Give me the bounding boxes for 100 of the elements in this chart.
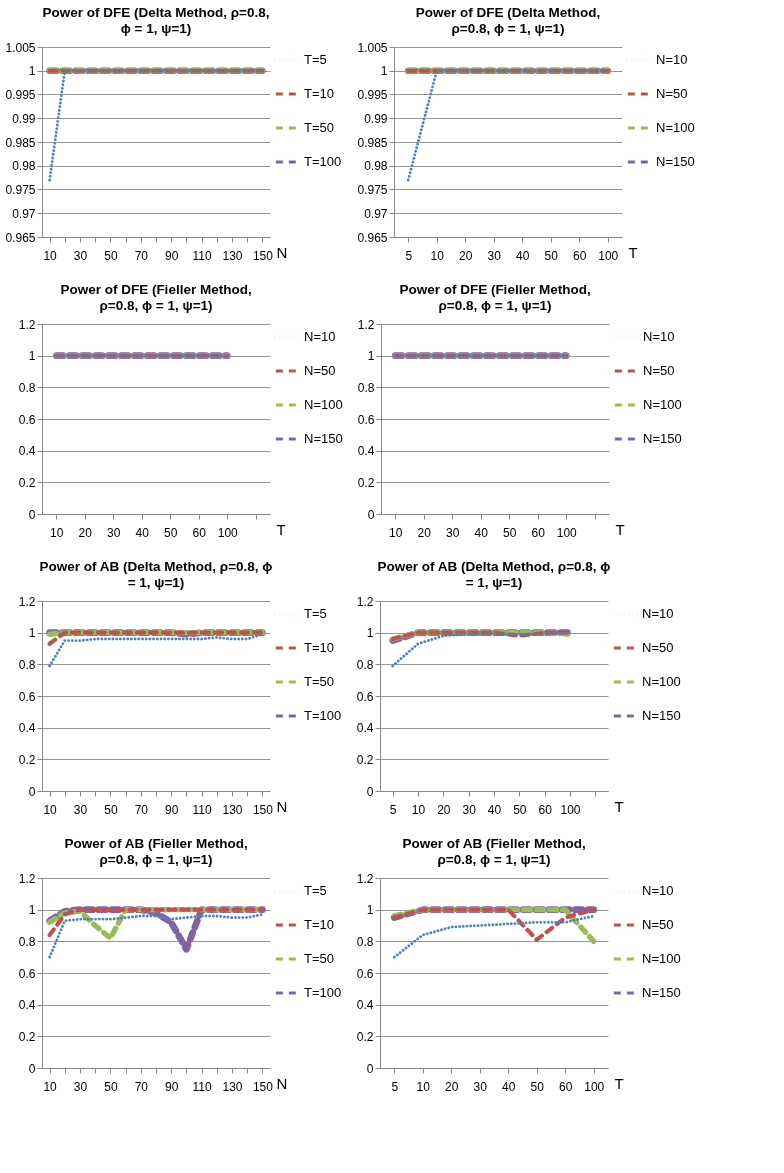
x-tick-label: 30 [473,1079,488,1094]
x-tick-label: 70 [134,1079,149,1094]
y-tick-label: 1.2 [18,317,36,332]
y-tick-label: 0.2 [356,752,374,767]
legend-label: T=10 [304,86,334,101]
y-tick-label: 1.2 [18,871,36,886]
x-tick-label: 150 [252,1079,274,1094]
x-tick-label: 30 [73,802,88,817]
legend-label: T=5 [304,883,327,898]
legend-label: N=50 [656,86,688,101]
x-tick-label: 60 [192,525,207,540]
x-tick-label: 5 [389,802,397,817]
x-axis-title: N [276,1074,288,1092]
x-tick-label: 150 [252,248,274,263]
line-series [392,914,596,959]
y-tick-label: 1.005 [5,40,36,55]
y-tick-label: 0.99 [12,111,36,126]
x-tick-label: 130 [222,248,243,263]
y-tick-label: 1 [366,903,374,918]
y-tick-label: 0.97 [12,206,36,221]
legend-label: T=5 [304,606,327,621]
x-tick-label: 20 [459,248,473,263]
y-tick-label: 1 [380,64,388,79]
y-tick-label: 1 [28,626,36,641]
x-tick-label: 10 [416,1079,431,1094]
y-tick-label: 0.2 [18,1029,36,1044]
x-tick-label: 20 [437,802,451,817]
y-tick-label: 0.2 [357,475,375,490]
line-series [48,913,264,959]
y-tick-label: 0.6 [356,689,374,704]
y-tick-label: 0.8 [356,934,374,949]
x-axis-title: T [614,797,624,815]
x-tick-label: 60 [538,802,553,817]
legend-label: T=50 [304,951,334,966]
y-tick-label: 0.975 [357,183,388,197]
x-axis-title: T [614,1074,624,1092]
legend-label: N=10 [304,329,336,344]
y-tick-label: 0.985 [5,135,36,150]
line-series [391,631,572,668]
x-tick-label: 30 [487,248,502,263]
x-tick-label: 20 [445,1079,459,1094]
x-tick-label: 130 [222,1079,243,1094]
y-tick-label: 0.6 [356,966,374,981]
y-tick-label: 0.8 [18,657,36,672]
y-tick-label: 0.4 [357,444,375,459]
x-tick-label: 50 [164,525,178,540]
x-tick-label: 130 [222,802,243,817]
y-tick-label: 0.8 [356,657,374,672]
x-axis-title: T [276,520,286,538]
x-axis-title: N [276,797,288,815]
y-tick-label: 1.2 [356,871,374,886]
x-tick-label: 90 [165,248,179,263]
legend-label: N=100 [304,397,343,412]
legend-label: N=10 [656,52,688,67]
y-tick-label: 0.8 [18,380,36,395]
legend-label: N=10 [643,329,675,344]
y-tick-label: 0.98 [364,159,388,174]
x-tick-label: 30 [73,1079,88,1094]
y-tick-label: 0.6 [18,966,36,981]
x-tick-label: 60 [531,525,546,540]
legend-label: N=100 [642,951,681,966]
legend-label: T=5 [304,52,327,67]
legend-label: T=10 [304,640,334,655]
x-tick-label: 10 [43,1079,58,1094]
y-tick-label: 0.99 [364,111,388,126]
line-series [48,632,264,668]
y-tick-label: 0 [366,784,374,799]
x-tick-label: 70 [134,248,149,263]
legend-label: N=10 [642,883,674,898]
x-tick-label: 30 [107,525,121,540]
legend-label: T=50 [304,120,334,135]
y-tick-label: 1.005 [357,40,388,55]
x-tick-label: 50 [544,248,559,263]
y-tick-label: 0.8 [357,380,375,395]
x-tick-label: 60 [573,248,587,263]
x-tick-label: 110 [192,802,212,817]
x-tick-label: 40 [135,525,150,540]
y-tick-label: 0.995 [357,88,388,102]
x-tick-label: 10 [430,248,445,263]
y-tick-label: 0.97 [364,206,388,221]
y-tick-label: 0.985 [357,135,388,150]
y-tick-label: 0.6 [18,412,36,427]
y-tick-label: 1 [28,349,36,364]
x-tick-label: 100 [556,525,578,540]
legend-label: N=50 [642,640,674,655]
legend-label: N=150 [304,431,343,446]
y-tick-label: 1 [28,903,36,918]
chart-title: Power of DFE (Delta Method, ρ=0.8, ϕ = 1, ψ=1) [415,5,601,36]
y-tick-label: 0.2 [18,752,36,767]
x-tick-label: 10 [50,525,64,540]
y-tick-label: 0 [367,507,375,522]
chart-title: Power of DFE (Delta Method, ρ=0.8, ϕ = 1, ψ=1) [42,5,270,36]
x-axis-title: T [615,520,625,538]
legend-label: N=100 [642,674,681,689]
x-tick-label: 150 [252,802,274,817]
x-tick-label: 50 [513,802,527,817]
y-tick-label: 0.4 [356,721,374,736]
y-tick-label: 0.6 [357,412,375,427]
x-tick-label: 110 [192,1079,212,1094]
y-tick-label: 1 [366,626,374,641]
